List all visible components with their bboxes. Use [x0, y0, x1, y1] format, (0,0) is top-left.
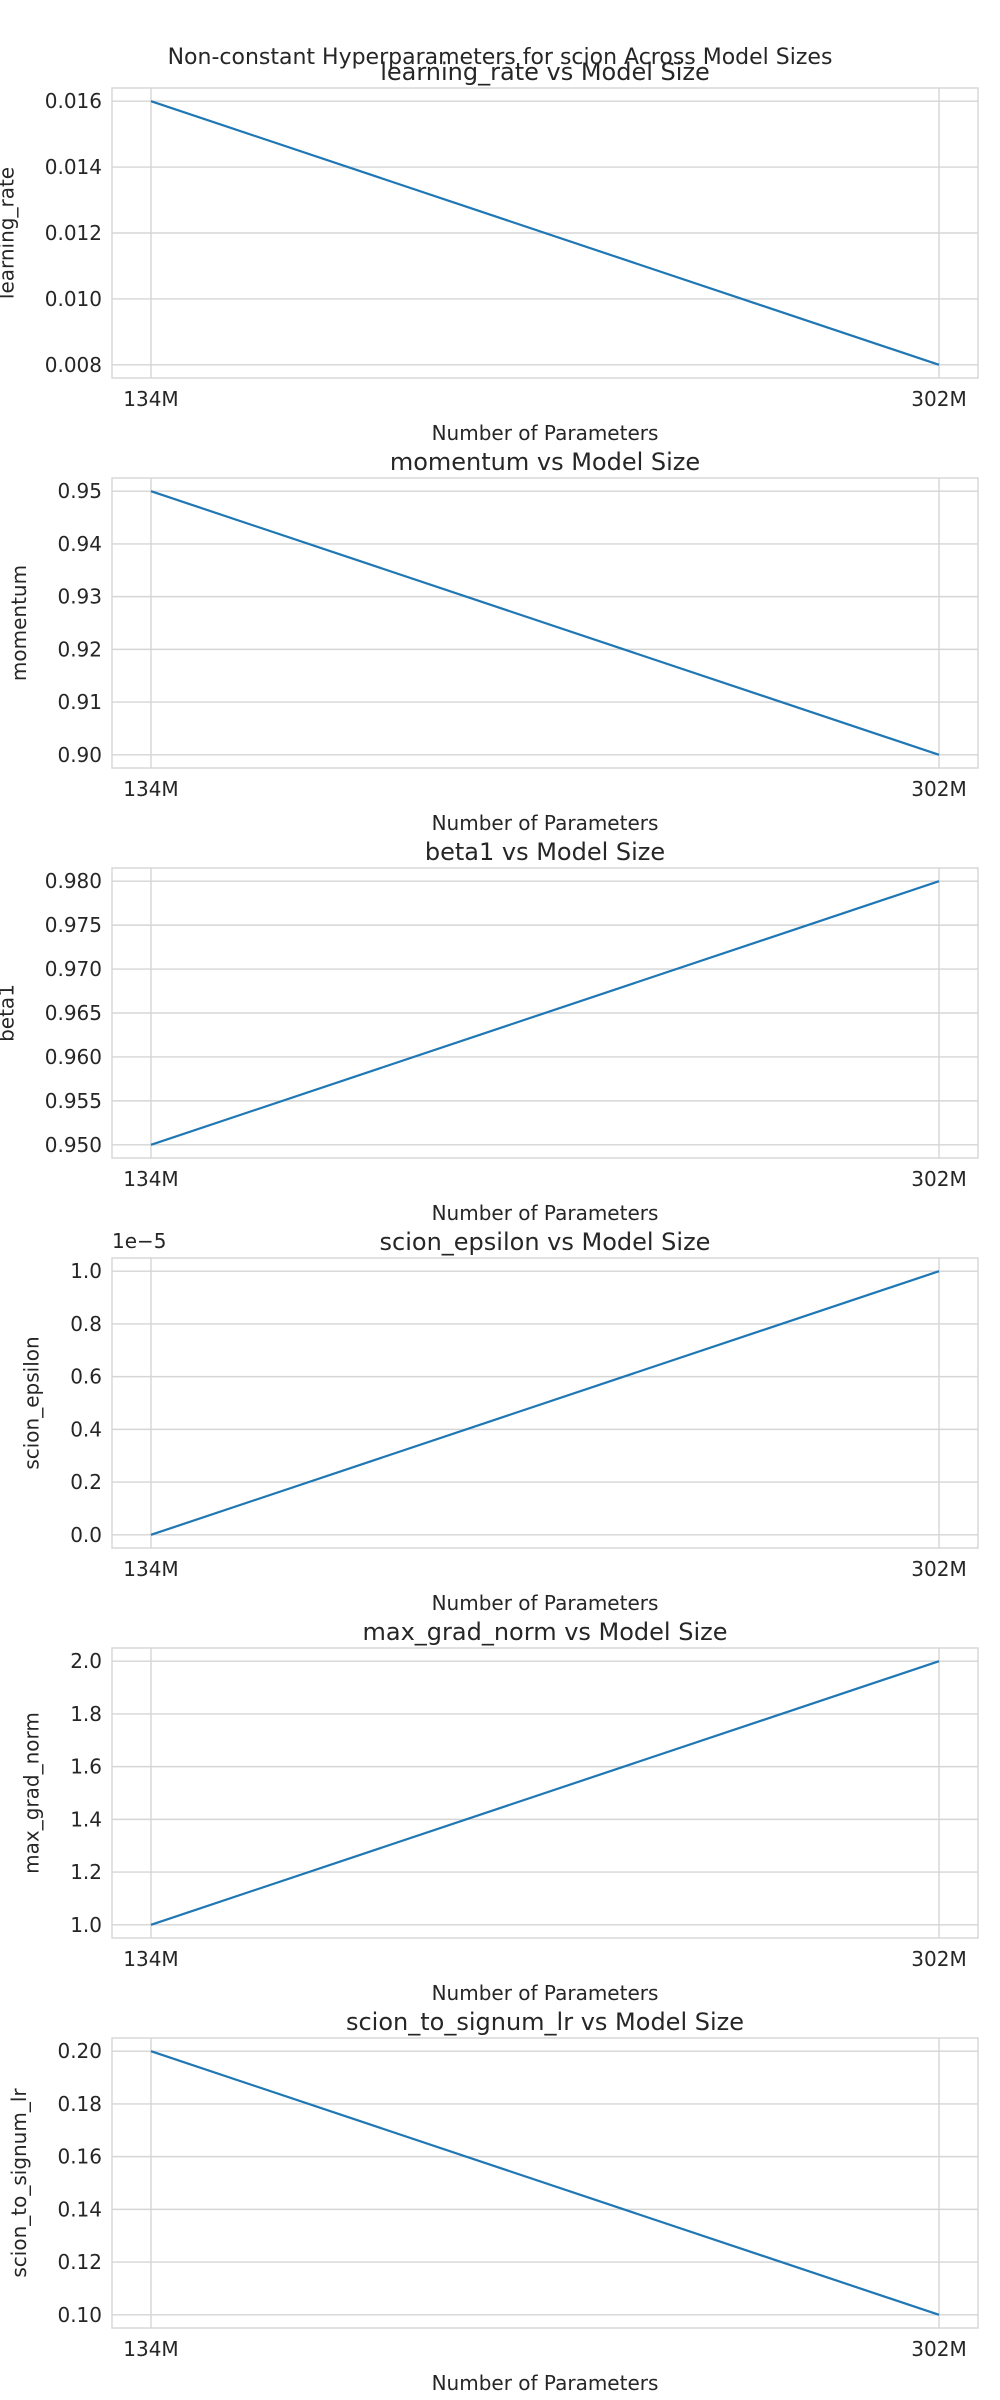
subplot-1: 0.008 0.010 0.012 0.014 0.016 134M 302M learnin… — [0, 58, 979, 445]
x-axis-label: Number of Parameters — [432, 1981, 659, 2005]
plot-frame — [111, 867, 979, 1159]
subplots: 0.008 0.010 0.012 0.014 0.016 134M 302M learnin… — [0, 58, 979, 2395]
y-tick-label: 0.94 — [57, 532, 102, 556]
series-line — [150, 1660, 940, 1926]
y-tick-label: 0.6 — [70, 1365, 102, 1389]
y-tick-label: 1.0 — [70, 1259, 102, 1283]
y-tick-label: 1.4 — [70, 1807, 102, 1831]
y-tick-label: 0.4 — [70, 1417, 102, 1441]
series-line — [150, 2050, 940, 2316]
y-tick-label: 0.90 — [57, 743, 102, 767]
y-axis-label: learning_rate — [0, 167, 19, 299]
y-tick-label: 0.91 — [57, 690, 102, 714]
y-tick-label: 0.014 — [45, 155, 102, 179]
y-tick-label: 1.6 — [70, 1755, 102, 1779]
y-tick-label: 0.14 — [57, 2197, 102, 2221]
y-tick-label: 0.012 — [45, 221, 102, 245]
y-tick-label: 0.965 — [45, 1001, 102, 1025]
subplot-title: scion_to_signum_lr vs Model Size — [346, 2008, 744, 2036]
y-offset-text: 1e−5 — [112, 1229, 167, 1253]
plot-frame — [111, 2037, 979, 2329]
subplot-2: 0.90 0.91 0.92 0.93 0.94 0.95 134M 302M momentum… — [7, 448, 979, 835]
subplot-6: 0.10 0.12 0.14 0.16 0.18 0.20 134M 302M scion_to… — [7, 2008, 979, 2395]
y-tick-label: 0.955 — [45, 1089, 102, 1113]
subplot-3: 0.950 0.955 0.960 0.965 0.970 0.975 0.980 134M 3… — [0, 838, 979, 1225]
y-tick-label: 0.980 — [45, 869, 102, 893]
y-tick-label: 1.8 — [70, 1702, 102, 1726]
subplot-title: momentum vs Model Size — [390, 448, 700, 476]
y-tick-label: 0.970 — [45, 957, 102, 981]
plot-frame — [111, 1647, 979, 1939]
x-tick-label: 302M — [911, 1947, 966, 1971]
x-tick-label: 302M — [911, 777, 966, 801]
subplot-title: max_grad_norm vs Model Size — [363, 1618, 728, 1646]
y-tick-label: 0.20 — [57, 2039, 102, 2063]
y-tick-label: 0.8 — [70, 1312, 102, 1336]
y-tick-label: 0.016 — [45, 89, 102, 113]
plot-frame — [111, 87, 979, 379]
y-axis-label: momentum — [7, 565, 31, 681]
y-tick-label: 1.2 — [70, 1860, 102, 1884]
figure-title: Non-constant Hyperparameters for scion A… — [168, 45, 833, 70]
y-tick-label: 0.95 — [57, 479, 102, 503]
y-axis-label: scion_epsilon — [20, 1336, 44, 1469]
series-line — [150, 880, 940, 1146]
y-tick-label: 0.010 — [45, 287, 102, 311]
plot-frame — [111, 477, 979, 769]
y-tick-label: 0.12 — [57, 2250, 102, 2274]
x-tick-label: 134M — [123, 1557, 178, 1581]
y-tick-label: 2.0 — [70, 1649, 102, 1673]
x-tick-label: 134M — [123, 1947, 178, 1971]
subplot-title: scion_epsilon vs Model Size — [380, 1228, 711, 1256]
y-tick-label: 0.2 — [70, 1470, 102, 1494]
series-line — [150, 1270, 940, 1536]
series-line — [150, 490, 940, 756]
x-axis-label: Number of Parameters — [432, 1591, 659, 1615]
subplot-5: 1.0 1.2 1.4 1.6 1.8 2.0 134M 302M max_grad_norm … — [20, 1618, 979, 2005]
x-tick-label: 134M — [123, 777, 178, 801]
x-axis-label: Number of Parameters — [432, 1201, 659, 1225]
y-tick-label: 0.0 — [70, 1523, 102, 1547]
y-axis-label: beta1 — [0, 984, 19, 1042]
y-tick-label: 0.92 — [57, 637, 102, 661]
x-tick-label: 134M — [123, 387, 178, 411]
y-tick-label: 0.960 — [45, 1045, 102, 1069]
y-tick-label: 0.93 — [57, 585, 102, 609]
subplot-title: learning_rate vs Model Size — [380, 58, 710, 86]
x-tick-label: 302M — [911, 387, 966, 411]
x-tick-label: 302M — [911, 1557, 966, 1581]
x-axis-label: Number of Parameters — [432, 811, 659, 835]
x-axis-label: Number of Parameters — [432, 421, 659, 445]
subplot-title: beta1 vs Model Size — [425, 838, 665, 866]
plot-frame — [111, 1257, 979, 1549]
x-tick-label: 134M — [123, 2337, 178, 2361]
y-tick-label: 0.10 — [57, 2303, 102, 2327]
x-tick-label: 302M — [911, 1167, 966, 1191]
y-tick-label: 1.0 — [70, 1913, 102, 1937]
y-tick-label: 0.16 — [57, 2145, 102, 2169]
subplot-4: 0.0 0.2 0.4 0.6 0.8 1.0 134M 302M scion_epsilon … — [20, 1228, 979, 1615]
y-tick-label: 0.975 — [45, 913, 102, 937]
x-tick-label: 302M — [911, 2337, 966, 2361]
series-line — [150, 100, 940, 366]
x-axis-label: Number of Parameters — [432, 2371, 659, 2395]
y-axis-label: scion_to_signum_lr — [7, 2088, 31, 2278]
y-tick-label: 0.008 — [45, 353, 102, 377]
x-tick-label: 134M — [123, 1167, 178, 1191]
y-axis-label: max_grad_norm — [20, 1712, 44, 1874]
y-tick-label: 0.18 — [57, 2092, 102, 2116]
y-tick-label: 0.950 — [45, 1133, 102, 1157]
